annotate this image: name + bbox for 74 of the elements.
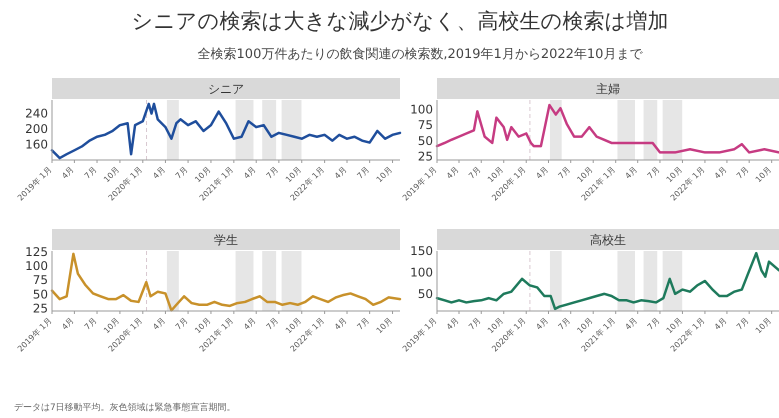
x-tick-label: 4月 [444,165,460,181]
y-tick-label: 50 [418,287,433,301]
y-tick-label: 100 [25,258,48,273]
line-series [436,252,779,310]
x-tick-label: 7月 [82,165,98,181]
line-series [50,102,402,160]
x-tick-label: 10月 [754,316,774,336]
x-tick-label: 10月 [374,316,394,336]
x-tick-label: 10月 [575,165,595,184]
text: 全検索100万件あたりの飲食関連の検索数,2019年1月から2022年10月まで [198,47,644,62]
y-tick-label: 240 [25,106,48,120]
x-tick-label: 7月 [646,316,662,332]
x-tick-label: 10月 [284,316,304,336]
y-tick-label: 200 [25,122,48,136]
x-tick-label: 10月 [193,316,212,336]
y-tick-label: 150 [410,244,433,258]
x-tick-label: 10月 [374,165,394,184]
y-tick-label: 125 [25,244,48,259]
x-tick-label: 7月 [355,316,372,332]
x-tick-label: 10月 [575,316,595,336]
x-tick-label: 7月 [556,316,572,332]
y-tick-label: 160 [25,137,48,152]
x-tick-label: 10月 [754,165,774,184]
x-tick-label: 4月 [623,165,640,181]
line-series [436,104,779,154]
x-tick-label: 10月 [486,165,506,184]
y-tick-label: 100 [410,102,433,116]
x-tick-label: 4月 [332,165,348,181]
x-tick-label: 7月 [556,165,572,181]
x-tick-label: 4月 [534,316,550,332]
text: シニアの検索は大きな減少がなく、高校生の検索は増加 [132,9,668,33]
x-tick-label: 7月 [734,316,751,332]
chart-title: 高校生 [590,233,626,247]
x-tick-label: 7月 [264,165,280,181]
x-tick-label: 7月 [646,165,662,181]
x-tick-label: 4月 [332,316,348,332]
x-tick-label: 7月 [174,316,190,332]
x-tick-label: 10月 [284,165,304,184]
x-tick-label: 10月 [486,316,506,336]
x-tick-label: 4月 [60,316,76,332]
x-tick-label: 4月 [242,316,258,332]
x-tick-label: 7月 [264,316,280,332]
x-tick-label: 4月 [242,165,258,181]
x-tick-label: 4月 [444,316,460,332]
x-tick-label: 4月 [151,165,167,181]
y-tick-label: 50 [32,287,48,302]
line-series [50,252,402,312]
x-tick-label: 7月 [82,316,98,332]
chart-title: 主婦 [596,82,620,96]
y-tick-label: 25 [418,150,433,164]
y-tick-label: 100 [410,266,433,280]
text: データは7日移動平均。灰色領域は緊急事態宣言期間。 [14,402,236,413]
chart-title: 学生 [214,233,238,247]
x-tick-label: 7月 [467,316,483,332]
x-tick-label: 10月 [664,316,684,336]
x-tick-label: 4月 [712,316,728,332]
y-tick-label: 25 [32,301,48,316]
x-tick-label: 4月 [712,165,728,181]
y-tick-label: 75 [418,118,433,132]
x-tick-label: 10月 [664,165,684,184]
x-tick-label: 10月 [102,316,122,336]
x-tick-label: 10月 [193,165,212,184]
x-tick-label: 7月 [467,165,483,181]
chart-title: シニア [208,82,244,96]
x-tick-label: 4月 [623,316,640,332]
x-tick-label: 7月 [174,165,190,181]
x-tick-label: 7月 [734,165,751,181]
x-tick-label: 4月 [60,165,76,181]
x-tick-label: 4月 [151,316,167,332]
x-tick-label: 7月 [355,165,372,181]
x-tick-label: 4月 [534,165,550,181]
y-tick-label: 50 [418,134,433,148]
y-tick-label: 75 [32,273,48,288]
x-tick-label: 10月 [102,165,122,184]
